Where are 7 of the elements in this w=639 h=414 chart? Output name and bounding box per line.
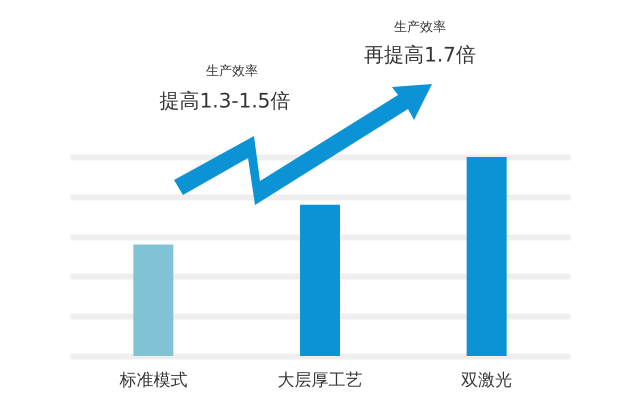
text: 提高1.3-1.5倍 <box>160 88 290 114</box>
x-tick-label: 标准模式 <box>118 370 188 390</box>
x-tick-label: 双激光 <box>461 370 512 390</box>
text: 生产效率 <box>206 63 258 80</box>
text: 再提高1.7倍 <box>364 42 476 68</box>
text: 生产效率 <box>394 19 446 36</box>
x-tick-label: 大层厚工艺 <box>278 370 362 390</box>
